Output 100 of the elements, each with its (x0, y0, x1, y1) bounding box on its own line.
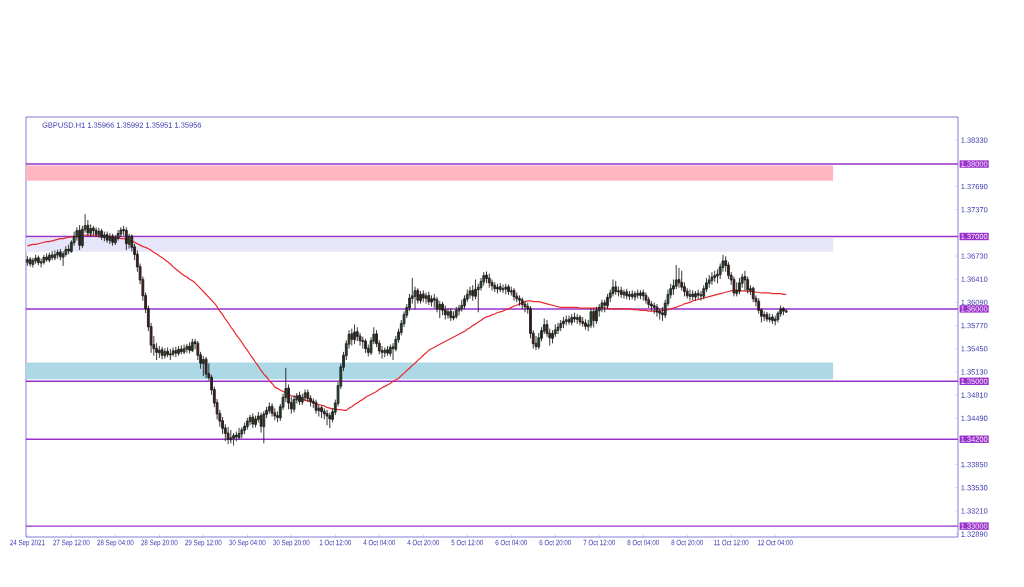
candlestick (498, 283, 502, 292)
candlestick (518, 295, 521, 306)
candlestick (56, 249, 59, 259)
candlestick (267, 402, 271, 414)
candlestick (185, 343, 189, 353)
candlestick (782, 307, 785, 316)
candlestick (204, 356, 208, 379)
candlestick (713, 270, 717, 282)
candlestick (350, 328, 354, 346)
candlestick (234, 431, 238, 442)
candlestick (388, 344, 392, 357)
candlestick (89, 224, 92, 237)
candlestick (240, 427, 244, 439)
candlestick (39, 258, 43, 268)
candlestick (94, 227, 98, 237)
candlestick (53, 250, 57, 261)
candlestick (512, 288, 516, 301)
candlestick (248, 414, 252, 426)
candlestick (600, 299, 604, 313)
candlestick (487, 273, 491, 288)
candlestick (243, 422, 246, 434)
candlestick (168, 349, 172, 361)
candlestick (201, 356, 205, 376)
candlestick (320, 405, 323, 418)
candlestick (438, 301, 442, 319)
candlestick (188, 342, 191, 354)
candlestick (625, 288, 629, 300)
candlestick (97, 228, 101, 238)
candlestick (652, 302, 656, 314)
candlestick (229, 430, 233, 444)
candlestick (773, 315, 777, 326)
candlestick (432, 293, 436, 308)
candlestick (314, 399, 318, 414)
candlestick (567, 315, 571, 325)
candlestick (658, 308, 662, 320)
candlestick (614, 280, 618, 295)
candlestick (328, 412, 332, 429)
candlestick (45, 253, 48, 262)
candlestick (641, 289, 645, 301)
candlestick (573, 312, 576, 323)
candlestick (633, 291, 637, 301)
candlestick (768, 313, 772, 323)
candlestick (595, 307, 598, 324)
candlestick (100, 228, 103, 240)
candlestick (515, 292, 519, 303)
candlestick (116, 230, 120, 241)
candlestick (751, 286, 755, 303)
candlestick (501, 284, 505, 293)
candlestick (562, 317, 565, 329)
candlestick (622, 289, 626, 299)
candlestick (42, 254, 46, 265)
candlestick (507, 284, 510, 295)
candlestick (427, 291, 431, 305)
candlestick (190, 338, 194, 353)
candlestick (707, 275, 711, 288)
candlestick (650, 301, 653, 311)
candlestick (592, 308, 596, 328)
candlestick (306, 389, 310, 403)
candlestick (606, 293, 609, 309)
candlestick (102, 231, 106, 242)
candlestick (245, 417, 249, 430)
candlestick (452, 311, 455, 321)
candlestick (325, 409, 329, 426)
candlestick (157, 346, 161, 358)
candlestick (298, 391, 301, 405)
candlestick (589, 308, 593, 329)
candlestick (26, 256, 29, 266)
candlestick (443, 305, 447, 320)
candlestick (171, 347, 175, 357)
candlestick (691, 290, 695, 300)
candlestick (177, 346, 180, 356)
candlestick (630, 290, 634, 300)
candlestick (174, 346, 178, 358)
candlestick (355, 327, 359, 342)
candlestick (254, 415, 257, 428)
candlestick (696, 289, 700, 300)
candlestick (237, 427, 241, 440)
candlestick (37, 255, 40, 266)
candlestick (504, 283, 508, 295)
candlestick (570, 314, 574, 326)
candlestick (34, 254, 37, 264)
candlestick (644, 292, 648, 304)
candlestick (419, 291, 422, 304)
candlestick (446, 308, 450, 319)
candlestick (108, 233, 112, 245)
candlestick (454, 307, 458, 319)
candlestick (364, 338, 367, 353)
candlestick (251, 413, 255, 429)
candlestick (105, 231, 109, 243)
candlestick (765, 312, 769, 322)
candlestick (581, 317, 585, 327)
candlestick (710, 272, 714, 285)
candlestick (559, 320, 563, 332)
candlestick (67, 244, 70, 255)
candlestick (628, 291, 631, 300)
candlestick (441, 301, 444, 316)
candlestick (50, 251, 54, 261)
candlestick (91, 225, 95, 236)
candlestick (179, 345, 183, 355)
candlestick (688, 289, 692, 301)
